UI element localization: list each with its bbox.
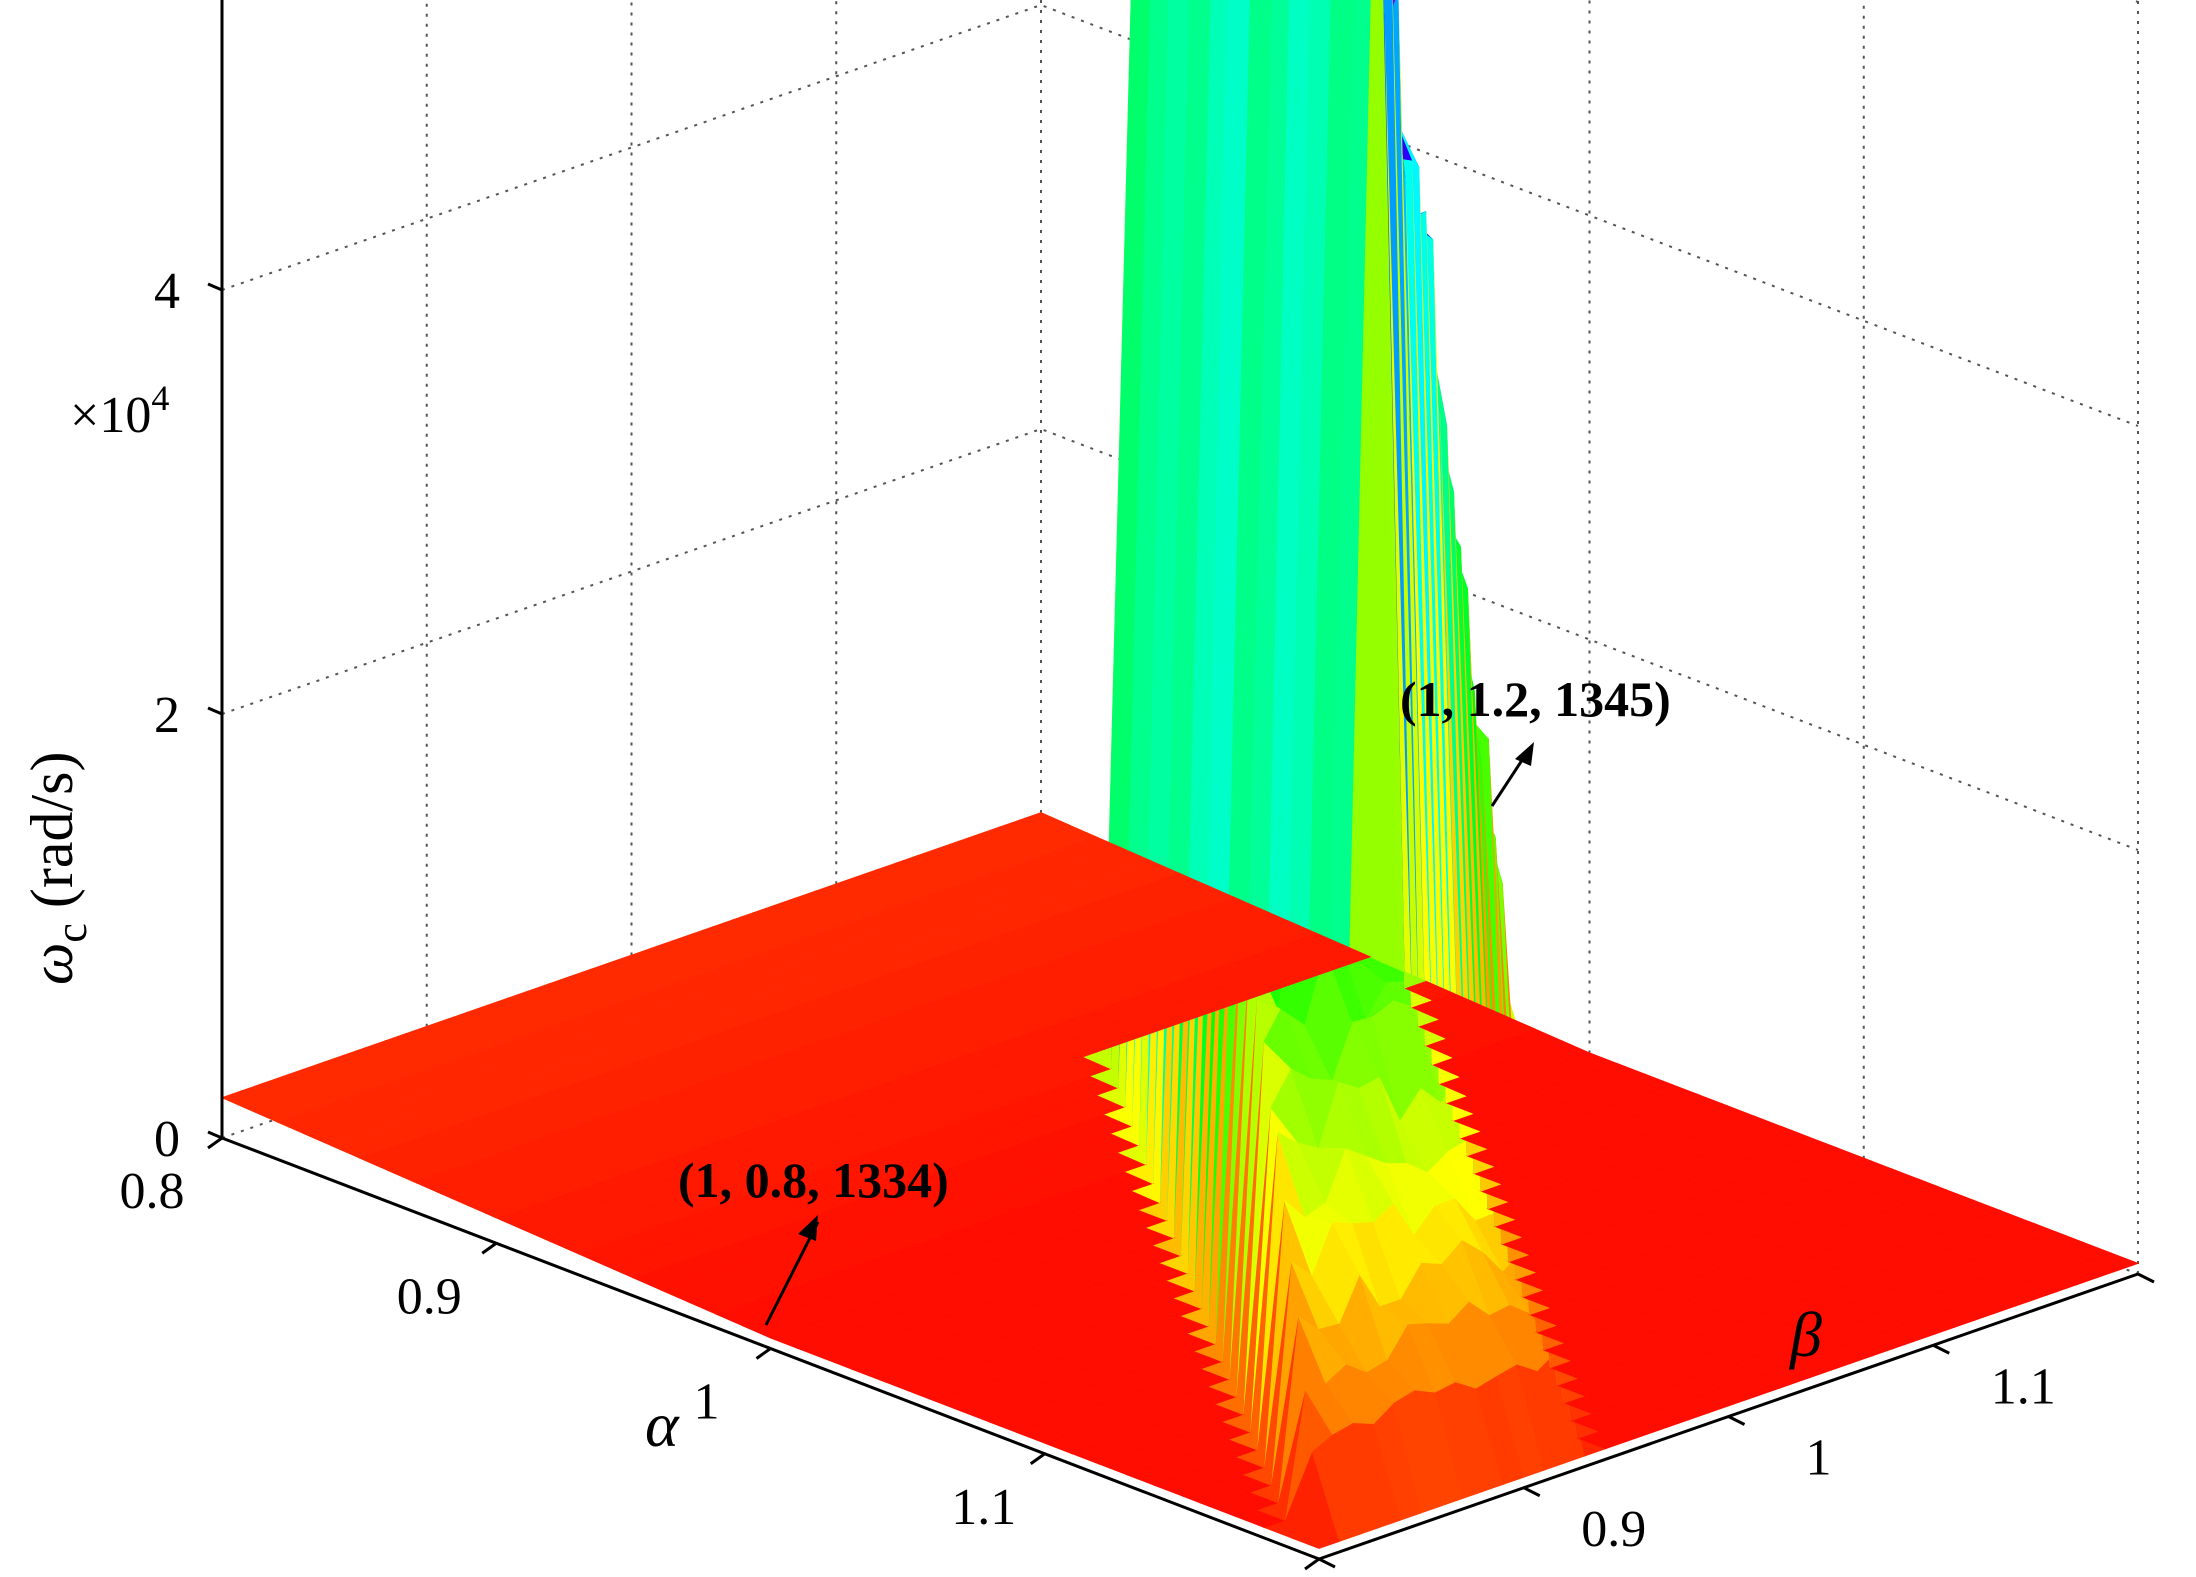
x-axis-label: α — [645, 1389, 680, 1460]
grid-line — [221, 3, 2139, 427]
surface-patch — [1019, 812, 1070, 833]
annotation-label-1: (1, 0.8, 1334) — [678, 1152, 949, 1208]
z-axis-symbol: ω — [19, 943, 85, 985]
z-multiplier: ×104 — [70, 378, 169, 444]
y-tick-label: 1 — [1806, 1430, 1832, 1487]
y-tick-label: 1.1 — [1991, 1358, 2056, 1415]
y-tick-mark — [1523, 1486, 1541, 1498]
tick-labels: 0.80.911.11.20.80.911.11.20246 — [120, 263, 2196, 1577]
grid-line — [221, 427, 2139, 851]
x-tick-mark — [207, 1136, 223, 1150]
y-tick-mark — [1932, 1343, 1950, 1355]
annotation-arrowhead-2 — [1515, 742, 1534, 766]
x-tick-mark — [481, 1242, 498, 1255]
z-multiplier-exponent: 4 — [151, 378, 169, 418]
z-tick-label: 4 — [154, 263, 180, 320]
y-tick-mark — [1318, 1557, 1336, 1569]
z-tick-label: 0 — [154, 1111, 180, 1168]
x-tick-label: 0.9 — [397, 1268, 462, 1325]
x-tick-label: 0.8 — [120, 1163, 185, 1220]
z-multiplier-base: ×10 — [70, 387, 151, 444]
x-tick-mark — [1029, 1452, 1046, 1465]
y-tick-mark — [2137, 1272, 2155, 1284]
x-tick-mark — [755, 1347, 772, 1360]
surface-plot — [220, 0, 2140, 1549]
svg-text:ωc (rad/s): ωc (rad/s) — [19, 752, 96, 986]
z-axis-label: ωc (rad/s) — [19, 752, 96, 986]
y-axis-label: β — [1788, 1299, 1822, 1370]
x-tick-mark — [1304, 1557, 1320, 1571]
z-tick-mark — [207, 706, 223, 716]
y-tick-label: 0.8 — [1377, 1572, 1442, 1577]
x-tick-label: 1.1 — [951, 1479, 1016, 1536]
annotations: (1, 0.8, 1334) (1, 1.2, 1345) — [678, 671, 1671, 1326]
annotation-arrowhead-1 — [798, 1215, 818, 1241]
z-tick-label: 2 — [154, 687, 180, 744]
y-tick-mark — [1727, 1415, 1746, 1426]
x-tick-label: 1 — [694, 1374, 720, 1431]
annotation-arrow-1 — [764, 1221, 820, 1326]
y-tick-label: 0.9 — [1581, 1501, 1646, 1558]
z-axis-unit: (rad/s) — [19, 752, 85, 909]
z-tick-mark — [207, 282, 223, 292]
z-tick-mark — [207, 1130, 223, 1140]
annotation-label-2: (1, 1.2, 1345) — [1400, 671, 1671, 727]
z-axis-subscript: c — [47, 923, 96, 943]
